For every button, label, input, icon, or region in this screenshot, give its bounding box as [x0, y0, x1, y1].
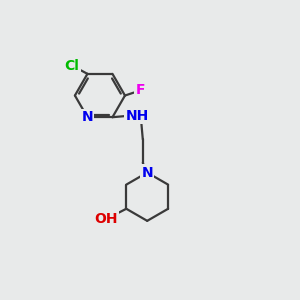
Text: Cl: Cl	[65, 59, 80, 74]
Text: NH: NH	[125, 109, 148, 123]
Text: F: F	[136, 83, 145, 97]
Text: N: N	[82, 110, 93, 124]
Text: OH: OH	[94, 212, 118, 226]
Text: N: N	[141, 166, 153, 180]
